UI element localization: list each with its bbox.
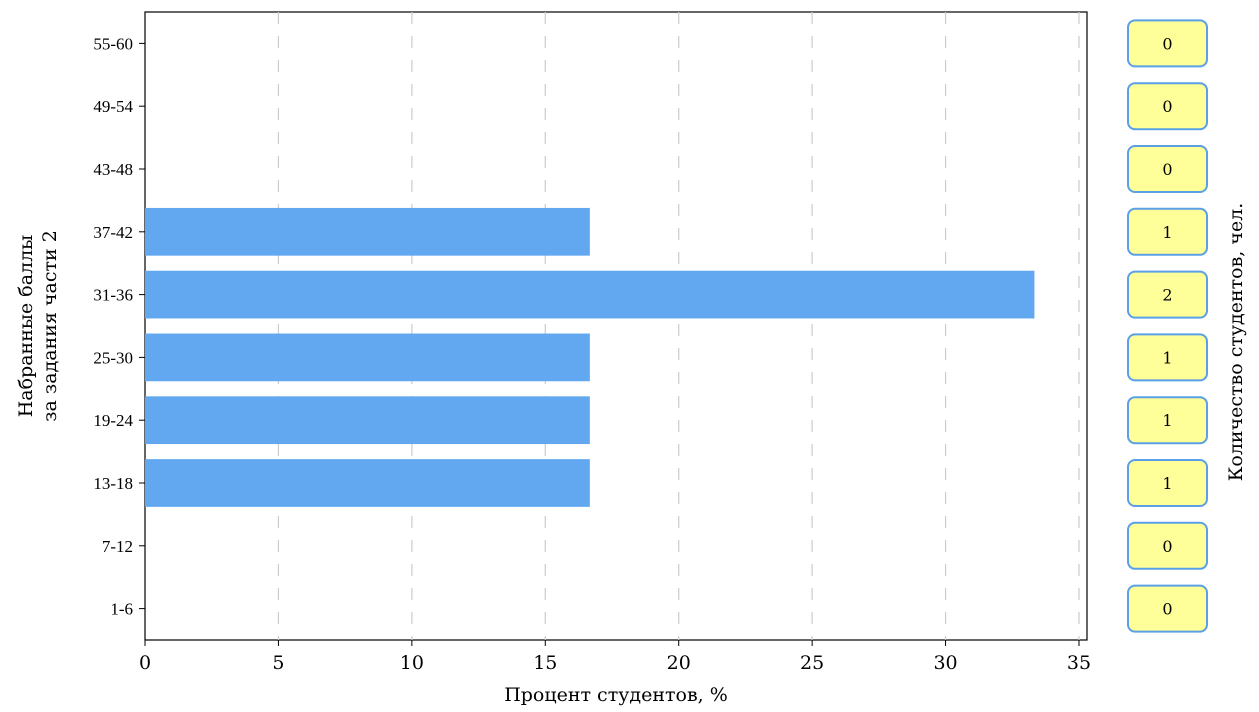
count-badge-43-48 [1127,145,1208,193]
y-tick-label-37-42: 37-42 [93,223,133,242]
y-axis-label-line1: Набранные баллы [15,235,37,418]
plot-frame [144,11,1088,641]
x-tick-label-15: 15 [533,652,557,674]
count-badge-25-30 [1127,333,1208,382]
y-tick-label-49-54: 49-54 [93,97,133,116]
y-tick-label-31-36: 31-36 [93,286,133,305]
y-tick-label-19-24: 19-24 [93,411,133,430]
y-tick-label-13-18: 13-18 [93,474,133,493]
x-tick-label-5: 5 [272,652,284,674]
count-badges: 0 0 1 1 1 2 1 0 0 0 [1127,19,1208,633]
count-value-19-24: 1 [1162,411,1172,430]
y-tick-label-55-60: 55-60 [93,34,133,53]
bar-31-36 [145,270,1035,319]
count-value-49-54: 0 [1162,97,1172,116]
y-axis-label-line2: за задания части 2 [39,230,61,422]
x-tick-label-35: 35 [1067,652,1091,674]
x-tick-label-0: 0 [139,652,151,674]
count-value-13-18: 1 [1162,474,1172,493]
right-axis-label: Количество студентов, чел. [1225,203,1247,482]
count-badge-1-6 [1127,584,1208,633]
bar-19-24 [145,396,590,445]
count-badge-13-18 [1127,459,1208,507]
x-tick-label-30: 30 [933,652,957,674]
count-value-1-6: 0 [1162,600,1172,619]
count-value-7-12: 0 [1162,537,1172,556]
count-value-25-30: 1 [1162,348,1172,367]
count-value-43-48: 0 [1162,160,1172,179]
x-tick-label-20: 20 [667,652,691,674]
bar-37-42 [145,207,590,256]
count-value-55-60: 0 [1162,34,1172,53]
x-axis-ticks: 0 5 10 15 20 25 30 35 [139,640,1091,674]
bar-13-18 [145,459,590,507]
grid-lines [277,12,1080,640]
y-tick-label-43-48: 43-48 [93,160,133,179]
count-badge-19-24 [1127,396,1208,445]
x-tick-label-10: 10 [400,652,424,674]
count-badge-37-42 [1127,207,1208,256]
count-badge-55-60 [1127,19,1208,68]
bar-25-30 [145,333,590,382]
count-badge-31-36 [1127,270,1208,319]
count-badge-7-12 [1127,521,1208,570]
count-badge-49-54 [1127,82,1208,131]
count-value-37-42: 1 [1162,223,1172,242]
y-tick-label-7-12: 7-12 [102,537,133,556]
count-value-31-36: 2 [1162,286,1172,305]
bars [145,207,1035,507]
y-axis-ticks: 1-6 7-12 13-18 19-24 25-30 31-36 37-42 43-48 49-… [93,34,145,619]
x-tick-label-25: 25 [800,652,824,674]
x-axis-label: Процент студентов, % [504,684,728,706]
y-tick-label-1-6: 1-6 [110,600,133,619]
y-tick-label-25-30: 25-30 [93,348,133,367]
